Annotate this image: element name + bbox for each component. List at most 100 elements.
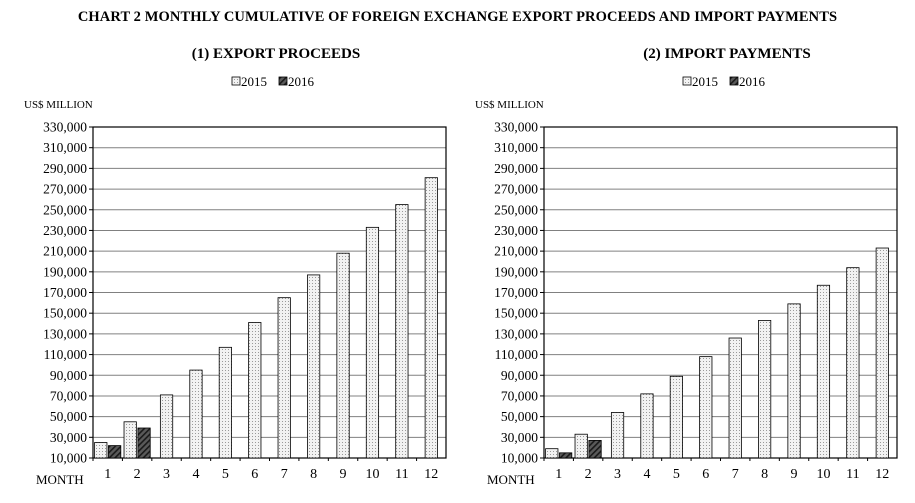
- bar-2016-month-2: [588, 440, 602, 459]
- legend-label-2016: 2016: [288, 74, 315, 89]
- bar-2015-month-11: [395, 204, 409, 459]
- x-tick-label-6: 6: [251, 467, 258, 482]
- x-tick-label-9: 9: [340, 467, 347, 482]
- y-tick-label: 10,000: [501, 451, 538, 466]
- x-tick-label-5: 5: [673, 467, 680, 482]
- y-tick-label: 70,000: [501, 388, 538, 403]
- bar-2015-month-1: [94, 442, 108, 459]
- y-tick-label: 50,000: [50, 409, 87, 424]
- legend-swatch-2015: [231, 76, 241, 86]
- y-tick-label: 330,000: [43, 120, 87, 135]
- x-tick-label-4: 4: [643, 467, 650, 482]
- y-axis-unit-label: US$ MILLION: [475, 99, 544, 111]
- y-tick-label: 110,000: [44, 347, 88, 362]
- y-tick-label: 270,000: [43, 182, 87, 197]
- y-tick-label: 70,000: [50, 388, 87, 403]
- bar-2015-month-5: [218, 346, 232, 459]
- x-axis-label: MONTH: [36, 472, 84, 487]
- y-tick-label: 90,000: [50, 368, 87, 383]
- legend-label-2016: 2016: [739, 74, 766, 89]
- y-tick-label: 90,000: [501, 368, 538, 383]
- y-tick-label: 50,000: [501, 409, 538, 424]
- y-tick-label: 110,000: [495, 347, 539, 362]
- x-tick-label-8: 8: [310, 467, 317, 482]
- y-tick-label: 130,000: [43, 326, 87, 341]
- bar-2015-month-9: [787, 303, 801, 459]
- y-tick-label: 130,000: [494, 326, 538, 341]
- x-tick-label-1: 1: [555, 467, 562, 482]
- bar-2015-month-6: [699, 356, 713, 459]
- y-tick-label: 250,000: [494, 202, 538, 217]
- x-tick-label-1: 1: [104, 467, 111, 482]
- y-tick-label: 210,000: [494, 244, 538, 259]
- bar-2015-month-8: [307, 274, 321, 459]
- legend-swatch-2016: [278, 76, 288, 86]
- y-tick-label: 310,000: [494, 140, 538, 155]
- bar-2015-month-7: [728, 337, 742, 459]
- x-tick-label-9: 9: [791, 467, 798, 482]
- bar-2015-month-1: [545, 448, 559, 459]
- y-tick-label: 30,000: [501, 430, 538, 445]
- legend-label-2015: 2015: [692, 74, 718, 89]
- bar-2015-month-11: [846, 267, 860, 459]
- y-tick-label: 210,000: [43, 244, 87, 259]
- x-tick-label-6: 6: [702, 467, 709, 482]
- x-tick-label-3: 3: [614, 467, 621, 482]
- bar-2015-month-12: [424, 177, 438, 459]
- y-tick-label: 270,000: [494, 182, 538, 197]
- x-tick-label-8: 8: [761, 467, 768, 482]
- y-tick-label: 290,000: [43, 161, 87, 176]
- y-tick-label: 150,000: [43, 306, 87, 321]
- bar-2016-month-2: [137, 427, 151, 459]
- bar-2015-month-4: [189, 369, 203, 459]
- y-tick-label: 330,000: [494, 120, 538, 135]
- x-tick-label-12: 12: [875, 467, 889, 482]
- x-tick-label-2: 2: [585, 467, 592, 482]
- bar-2015-month-3: [610, 412, 625, 459]
- y-tick-label: 310,000: [43, 140, 87, 155]
- bar-2016-month-1: [559, 452, 573, 459]
- x-tick-label-7: 7: [281, 467, 288, 482]
- x-tick-label-2: 2: [134, 467, 141, 482]
- y-axis-unit-label: US$ MILLION: [24, 99, 93, 111]
- bar-2015-month-6: [248, 322, 262, 459]
- x-tick-label-3: 3: [163, 467, 170, 482]
- bar-2015-month-10: [365, 226, 380, 459]
- x-axis-label: MONTH: [487, 472, 535, 487]
- bar-2016-month-1: [108, 445, 122, 459]
- bar-2015-month-7: [277, 297, 291, 459]
- y-tick-label: 170,000: [494, 285, 538, 300]
- x-tick-label-7: 7: [732, 467, 739, 482]
- y-tick-label: 230,000: [494, 223, 538, 238]
- x-tick-label-11: 11: [846, 467, 859, 482]
- x-tick-label-5: 5: [222, 467, 229, 482]
- x-tick-label-11: 11: [395, 467, 408, 482]
- bar-2015-month-3: [159, 394, 174, 459]
- bar-2015-month-4: [640, 393, 654, 459]
- legend-swatch-2016: [729, 76, 739, 86]
- bar-2015-month-2: [574, 433, 588, 459]
- legend-swatch-2015: [682, 76, 692, 86]
- bar-2015-month-9: [336, 252, 350, 459]
- legend-label-2015: 2015: [241, 74, 267, 89]
- panel-title: (2) IMPORT PAYMENTS: [643, 46, 811, 62]
- bar-2015-month-5: [669, 375, 683, 459]
- chart-main-title: CHART 2 MONTHLY CUMULATIVE OF FOREIGN EX…: [77, 9, 838, 25]
- y-tick-label: 250,000: [43, 202, 87, 217]
- bar-2015-month-2: [123, 421, 137, 459]
- x-tick-label-12: 12: [424, 467, 438, 482]
- y-tick-label: 190,000: [43, 264, 87, 279]
- bar-2015-month-10: [816, 284, 831, 459]
- bar-2015-month-12: [875, 247, 889, 459]
- y-tick-label: 170,000: [43, 285, 87, 300]
- y-tick-label: 150,000: [494, 306, 538, 321]
- y-tick-label: 230,000: [43, 223, 87, 238]
- x-tick-label-4: 4: [192, 467, 199, 482]
- x-tick-label-10: 10: [365, 467, 379, 482]
- bar-2015-month-8: [758, 320, 772, 459]
- x-tick-label-10: 10: [816, 467, 830, 482]
- panel-title: (1) EXPORT PROCEEDS: [192, 46, 360, 62]
- y-tick-label: 10,000: [50, 451, 87, 466]
